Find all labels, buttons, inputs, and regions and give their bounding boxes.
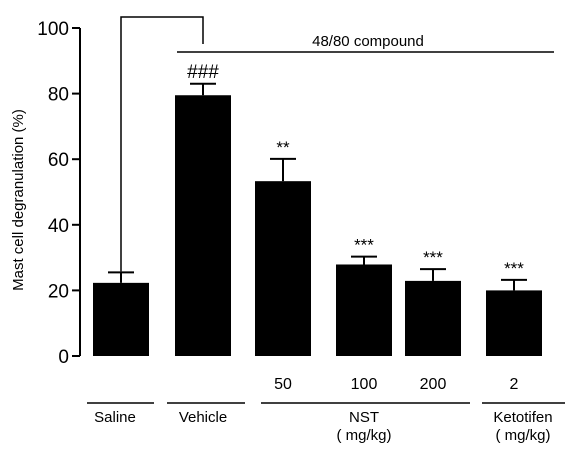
- significance-label: ###: [187, 62, 219, 83]
- x-tick-label: 2: [510, 376, 519, 393]
- x-tick-label: 200: [420, 376, 447, 393]
- group-unit-label: ( mg/kg): [495, 427, 550, 444]
- group-label: Ketotifen: [493, 409, 552, 426]
- significance-label: **: [276, 138, 290, 157]
- y-tick-label: 20: [48, 281, 69, 302]
- y-axis-title: Mast cell degranulation (%): [10, 109, 27, 291]
- group-label: Vehicle: [179, 409, 227, 426]
- bar: [93, 282, 149, 356]
- comparison-bracket: [120, 16, 204, 272]
- significance-label: ***: [504, 259, 524, 278]
- compound-label: 48/80 compound: [312, 33, 424, 50]
- bars: [93, 82, 542, 357]
- bar: [255, 181, 311, 356]
- y-tick-label: 0: [58, 347, 69, 368]
- y-tick-label: 40: [48, 216, 69, 237]
- y-tick-label: 100: [37, 19, 69, 40]
- bar: [486, 290, 542, 356]
- x-tick-label: 100: [351, 376, 378, 393]
- y-tick-label: 80: [48, 85, 69, 106]
- annotations: ###***********48/80 compound: [120, 16, 554, 278]
- y-tick-label: 60: [48, 150, 69, 171]
- significance-label: ***: [354, 236, 374, 255]
- group-label: NST: [349, 409, 379, 426]
- significance-label: ***: [423, 248, 443, 267]
- bar: [405, 280, 461, 356]
- group-label: Saline: [94, 409, 136, 426]
- group-unit-label: ( mg/kg): [336, 427, 391, 444]
- bar: [175, 95, 231, 357]
- bar: [336, 264, 392, 356]
- axes: 0 20 40 60 80 100 Mast cell degranulation (%): [10, 19, 81, 368]
- x-tick-label: 50: [274, 376, 292, 393]
